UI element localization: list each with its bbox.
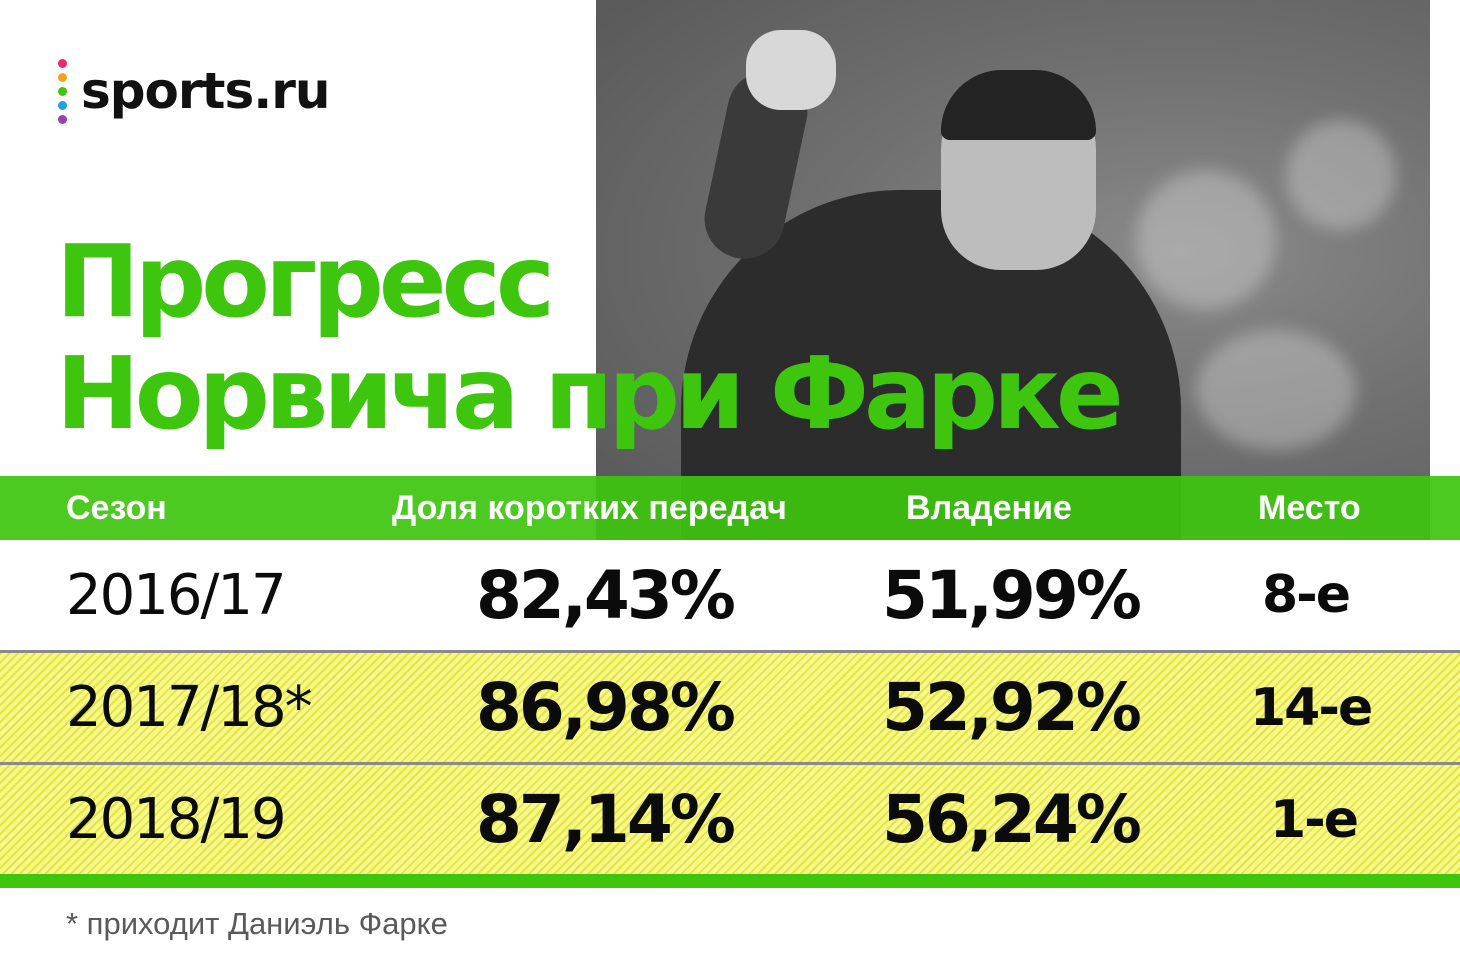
cell-season: 2018/19 <box>66 787 287 852</box>
logo-dot <box>58 58 67 68</box>
header-short-passes: Доля коротких передач <box>392 488 787 527</box>
cell-possession: 56,24% <box>882 781 1142 858</box>
logo-dot <box>58 114 67 124</box>
cell-season: 2017/18* <box>66 675 313 740</box>
cell-short-passes: 82,43% <box>476 556 736 634</box>
cell-short-passes: 86,98% <box>476 669 736 746</box>
cell-short-passes: 87,14% <box>476 781 736 858</box>
stats-table: Сезон Доля коротких передач Владение Мес… <box>0 476 1460 888</box>
logo-dot <box>58 86 67 96</box>
header-place: Место <box>1258 488 1361 527</box>
table-header: Сезон Доля коротких передач Владение Мес… <box>0 476 1460 540</box>
background-photo <box>596 0 1430 558</box>
logo-dot <box>58 100 67 110</box>
logo-dot <box>58 72 67 82</box>
bottom-accent-bar <box>0 874 1460 888</box>
header-season: Сезон <box>66 488 167 527</box>
title-line-2: Норвича при Фарке <box>56 335 1124 452</box>
logo-dots-icon <box>58 58 67 124</box>
cell-place: 8-е <box>1262 565 1351 625</box>
cell-place: 1-е <box>1270 789 1359 850</box>
sports-ru-logo[interactable]: sports.ru <box>58 58 330 124</box>
cell-possession: 52,92% <box>882 669 1142 746</box>
header-possession: Владение <box>906 488 1072 527</box>
table-row: 2017/18* 86,98% 52,92% 14-е <box>0 650 1460 762</box>
footnote: * приходит Даниэль Фарке <box>66 906 448 941</box>
table-row: 2016/17 82,43% 51,99% 8-е <box>0 540 1460 650</box>
cell-place: 14-е <box>1250 677 1373 738</box>
page-title: Прогресс Норвича при Фарке <box>56 223 1124 452</box>
cell-possession: 51,99% <box>882 556 1142 634</box>
title-line-1: Прогресс <box>56 223 555 340</box>
table-row: 2018/19 87,14% 56,24% 1-е <box>0 762 1460 874</box>
cell-season: 2016/17 <box>66 562 287 628</box>
logo-text: sports.ru <box>81 62 330 120</box>
